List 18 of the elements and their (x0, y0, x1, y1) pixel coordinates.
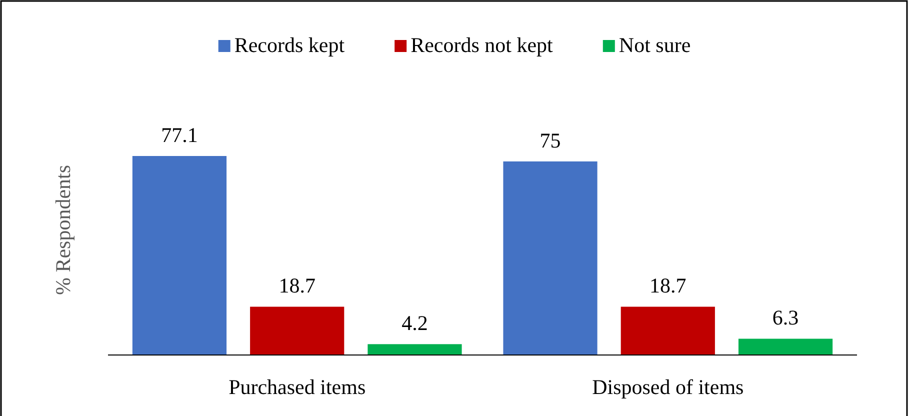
data-label: 4.2 (402, 311, 428, 336)
data-label: 6.3 (772, 306, 799, 330)
legend-label: Records not kept (410, 33, 554, 57)
bar (503, 161, 598, 355)
data-label: 75 (540, 128, 561, 152)
x-tick-label: Purchased items (228, 375, 366, 399)
legend-label: Records kept (234, 33, 345, 57)
bar (368, 344, 462, 355)
bar (738, 338, 833, 355)
bar (132, 156, 227, 355)
bar (620, 306, 715, 355)
data-label: 18.7 (278, 274, 316, 298)
data-label: 77.1 (161, 123, 198, 147)
y-axis-title: % Respondents (51, 164, 75, 296)
legend-label: Not sure (618, 33, 691, 57)
bar (250, 306, 344, 355)
data-label: 18.7 (650, 274, 686, 298)
x-tick-label: Disposed of items (592, 375, 744, 399)
